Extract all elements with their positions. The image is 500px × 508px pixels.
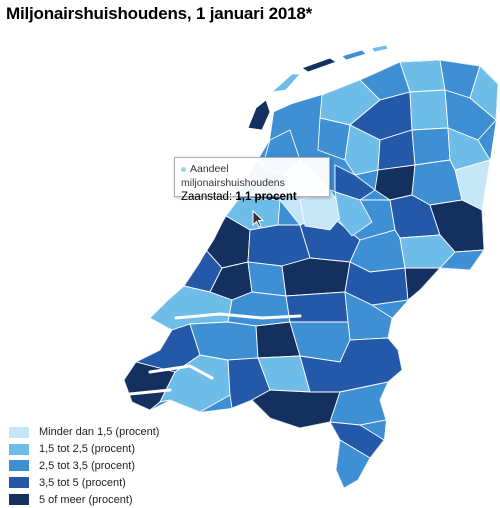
legend-label: 5 of meer (procent) <box>39 493 133 506</box>
legend-swatch <box>9 477 29 489</box>
region[interactable] <box>247 224 311 267</box>
legend-item[interactable]: Minder dan 1,5 (procent) <box>9 424 159 441</box>
region[interactable] <box>334 164 376 201</box>
tooltip-municipality: Zaanstad: <box>181 191 233 203</box>
legend-item[interactable]: 1,5 tot 2,5 (procent) <box>9 441 159 458</box>
island-vlieland[interactable] <box>270 73 301 93</box>
river-western-scheldt <box>128 388 172 396</box>
legend-swatch <box>9 426 29 438</box>
map-tooltip: Aandeel miljonairshuishoudens Zaanstad: … <box>174 157 330 203</box>
region[interactable] <box>281 257 351 297</box>
tooltip-series-marker <box>181 166 186 172</box>
river-scheldt <box>148 364 214 380</box>
region[interactable] <box>247 261 287 297</box>
island-ameland[interactable] <box>341 49 367 61</box>
region[interactable] <box>334 191 373 237</box>
legend-item[interactable]: 2,5 tot 3,5 (procent) <box>9 458 159 475</box>
legend-swatch <box>9 494 29 506</box>
mouse-pointer-icon <box>252 210 264 228</box>
legend-item[interactable]: 3,5 tot 5 (procent) <box>9 474 159 491</box>
legend: Minder dan 1,5 (procent) 1,5 tot 2,5 (pr… <box>9 424 159 508</box>
region[interactable] <box>439 249 485 271</box>
chart-title: Miljonairshuishoudens, 1 januari 2018* <box>6 4 313 23</box>
region[interactable] <box>444 89 497 141</box>
region[interactable] <box>251 389 341 429</box>
region[interactable] <box>409 89 449 131</box>
region[interactable] <box>411 127 451 166</box>
legend-item[interactable]: 5 of meer (procent) <box>9 491 159 508</box>
river-rhine <box>174 312 302 320</box>
legend-swatch <box>9 443 29 455</box>
island-texel[interactable] <box>247 99 271 131</box>
tooltip-series-label: Aandeel miljonairshuishoudens <box>181 163 285 189</box>
region[interactable] <box>404 267 442 301</box>
legend-swatch <box>9 460 29 472</box>
island-schiermonnikoog[interactable] <box>371 44 389 53</box>
legend-label: Minder dan 1,5 (procent) <box>39 426 160 439</box>
island-terschelling[interactable] <box>301 57 337 73</box>
tooltip-value: 1,1 procent <box>235 191 297 203</box>
region[interactable] <box>329 421 385 459</box>
legend-label: 2,5 tot 3,5 (procent) <box>39 459 135 472</box>
legend-label: 3,5 tot 5 (procent) <box>39 476 126 489</box>
legend-label: 1,5 tot 2,5 (procent) <box>39 443 135 456</box>
region[interactable] <box>189 321 259 361</box>
